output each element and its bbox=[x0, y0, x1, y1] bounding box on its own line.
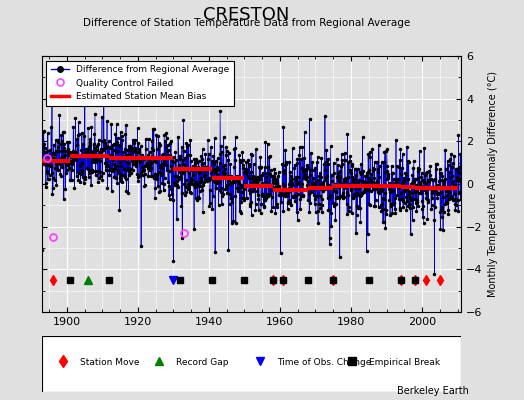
Text: Time of Obs. Change: Time of Obs. Change bbox=[277, 358, 371, 367]
Y-axis label: Monthly Temperature Anomaly Difference (°C): Monthly Temperature Anomaly Difference (… bbox=[488, 71, 498, 297]
FancyBboxPatch shape bbox=[42, 336, 461, 392]
Text: Station Move: Station Move bbox=[80, 358, 139, 367]
Text: Berkeley Earth: Berkeley Earth bbox=[397, 386, 469, 396]
Text: Empirical Break: Empirical Break bbox=[369, 358, 440, 367]
Legend: Difference from Regional Average, Quality Control Failed, Estimated Station Mean: Difference from Regional Average, Qualit… bbox=[47, 60, 234, 106]
Text: Difference of Station Temperature Data from Regional Average: Difference of Station Temperature Data f… bbox=[83, 18, 410, 28]
Text: Record Gap: Record Gap bbox=[176, 358, 228, 367]
Text: CRESTON: CRESTON bbox=[203, 6, 289, 24]
